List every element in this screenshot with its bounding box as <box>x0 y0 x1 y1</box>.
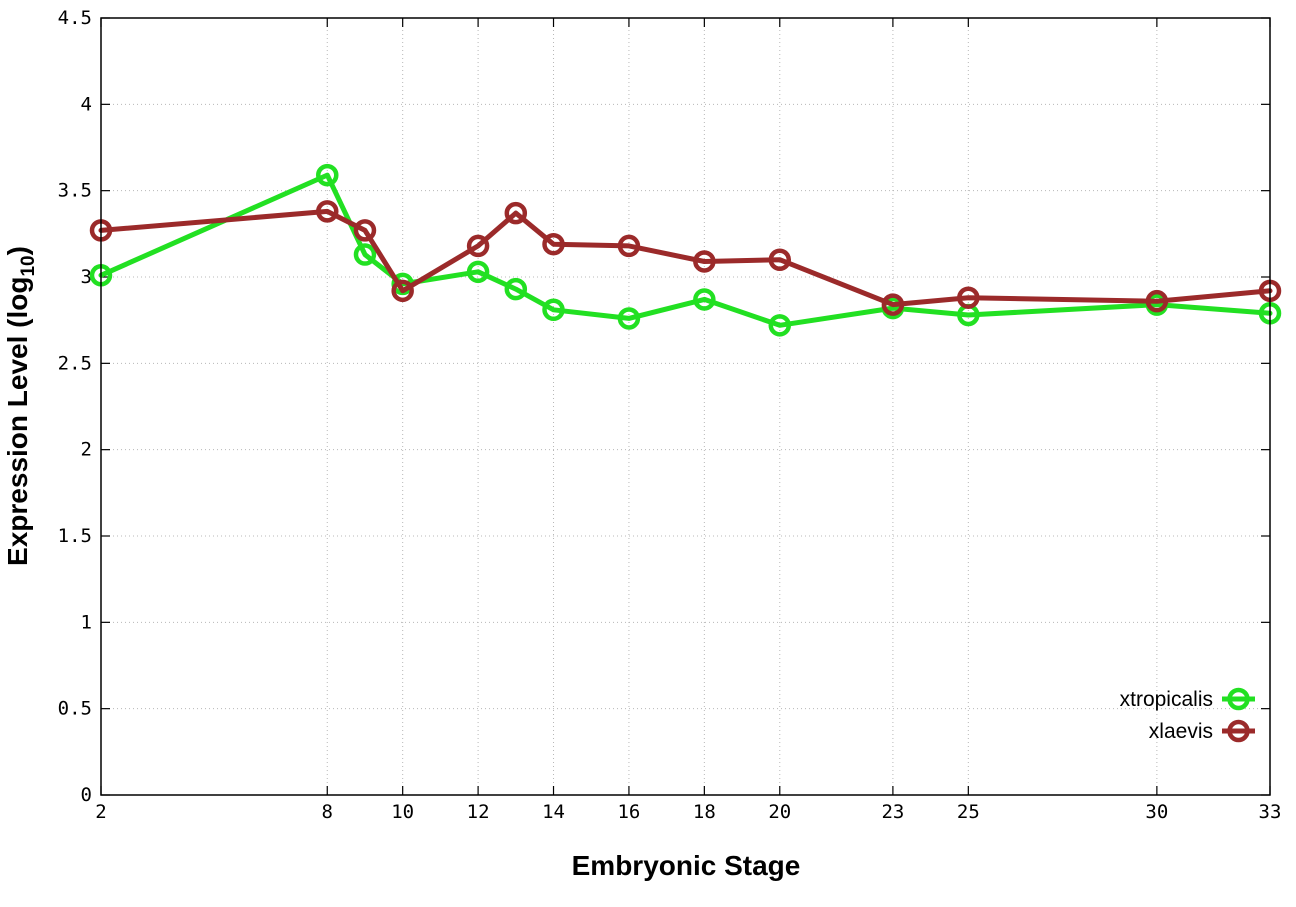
x-tick-label: 18 <box>693 801 716 823</box>
data-point-xlaevis <box>1145 289 1169 313</box>
x-tick-label: 16 <box>617 801 640 823</box>
data-point-xlaevis <box>542 232 565 256</box>
x-tick-label: 23 <box>881 801 904 823</box>
data-point-xlaevis <box>391 279 414 303</box>
x-tick-label: 20 <box>768 801 791 823</box>
legend-swatch-marker <box>1227 719 1250 743</box>
data-point-xlaevis <box>881 293 905 316</box>
data-point-xlaevis <box>316 200 339 223</box>
data-point-xlaevis <box>504 201 528 225</box>
data-point-xlaevis <box>693 250 716 273</box>
data-point-xtropicalis <box>542 298 565 322</box>
y-tick-label: 2.5 <box>58 352 92 374</box>
data-point-xlaevis <box>466 234 490 258</box>
grid <box>101 18 1270 795</box>
x-tick-label: 10 <box>391 801 414 823</box>
data-point-xtropicalis <box>316 163 339 187</box>
y-tick-label: 3 <box>81 266 92 288</box>
series-xlaevis <box>89 200 1282 316</box>
data-point-xtropicalis <box>353 243 377 266</box>
y-axis-title-close: ) <box>2 246 33 255</box>
y-axis-title-main: Expression Level (log <box>2 277 33 566</box>
y-tick-label: 1 <box>81 611 92 633</box>
y-axis-title-subscript: 10 <box>18 255 39 276</box>
legend-label: xtropicalis <box>1120 688 1213 711</box>
series-xtropicalis <box>89 163 1282 337</box>
y-axis-title: Expression Level (log10) <box>2 246 39 566</box>
legend-item-xlaevis: xlaevis <box>1149 719 1255 743</box>
legend: xtropicalis xlaevis <box>1120 687 1255 743</box>
data-point-xlaevis <box>353 219 377 242</box>
data-point-xlaevis <box>957 286 980 309</box>
plot-frame <box>100 17 1271 796</box>
legend-swatch-marker <box>1227 687 1250 711</box>
data-point-xtropicalis <box>466 260 490 284</box>
data-point-xlaevis <box>617 234 641 258</box>
y-tick-label: 3.5 <box>58 180 92 202</box>
data-point-xtropicalis <box>504 277 528 301</box>
series-line-xlaevis <box>98 208 1273 308</box>
y-tick-label: 0.5 <box>58 698 92 720</box>
y-tick-label: 0 <box>81 784 92 806</box>
data-point-xtropicalis <box>617 307 641 330</box>
data-point-xlaevis <box>768 248 792 271</box>
data-point-xtropicalis <box>768 314 792 337</box>
legend-label: xlaevis <box>1149 720 1213 743</box>
legend-item-xtropicalis: xtropicalis <box>1120 687 1255 711</box>
x-tick-label: 33 <box>1259 801 1282 823</box>
y-tick-label: 1.5 <box>58 525 92 547</box>
y-tick-label: 4 <box>81 93 92 115</box>
x-tick-label: 14 <box>542 801 565 823</box>
data-point-xtropicalis <box>693 288 716 311</box>
series-line-xtropicalis <box>98 172 1273 328</box>
x-tick-label: 8 <box>322 801 333 823</box>
series-lines <box>89 163 1282 337</box>
x-tick-label: 30 <box>1145 801 1168 823</box>
y-tick-label: 2 <box>81 439 92 461</box>
axis-ticks: 0 0.5 1 1.5 2 2.5 3 3.5 4 4.5 2 8 10 12 14 16 18 20 23 25 30… <box>58 7 1282 823</box>
y-tick-label: 4.5 <box>58 7 92 29</box>
x-tick-label: 12 <box>467 801 490 823</box>
x-axis-title: Embryonic Stage <box>572 850 801 881</box>
x-tick-label: 2 <box>95 801 106 823</box>
x-tick-label: 25 <box>957 801 980 823</box>
